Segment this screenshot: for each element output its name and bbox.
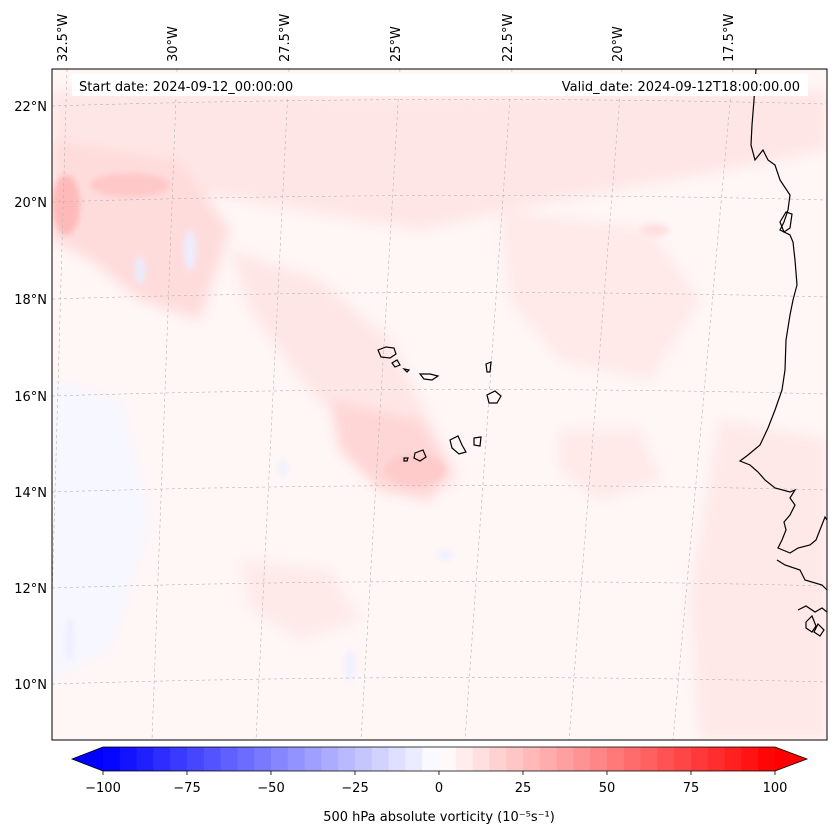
parallel-line bbox=[52, 99, 827, 107]
lon-label: 25°W bbox=[389, 26, 404, 62]
colorbar-high-extend bbox=[775, 747, 807, 771]
africa-coastline-south bbox=[776, 559, 827, 637]
colorbar-tick-label: −75 bbox=[173, 781, 200, 796]
parallel-line bbox=[52, 195, 827, 203]
parallel-line bbox=[52, 677, 827, 685]
meridian-line bbox=[255, 69, 290, 740]
lon-label: 20°W bbox=[611, 26, 626, 62]
colorbar-ticks bbox=[102, 771, 776, 775]
colorbar-low-extend bbox=[72, 747, 103, 771]
colorbar-tick-label: 100 bbox=[763, 781, 788, 796]
colorbar-bin bbox=[355, 747, 373, 771]
coastlines bbox=[377, 69, 827, 637]
meridian-line bbox=[151, 69, 178, 740]
colorbar-bin bbox=[489, 747, 507, 771]
lat-label: 12°N bbox=[14, 582, 47, 597]
colorbar-bin bbox=[153, 747, 171, 771]
colorbar-bin bbox=[623, 747, 642, 771]
graticule bbox=[52, 69, 827, 740]
map-panel: Start date: 2024-09-12_00:00:00 Valid_da… bbox=[14, 14, 828, 741]
colorbar: −100 −75 −50 −25 0 25 50 75 100 500 hPa … bbox=[70, 746, 809, 825]
colorbar-tick-labels: −100 −75 −50 −25 0 25 50 75 100 bbox=[85, 781, 787, 796]
colorbar-bin bbox=[388, 747, 406, 771]
colorbar-tick-label: −50 bbox=[257, 781, 284, 796]
meridian-line bbox=[360, 69, 401, 740]
lon-label: 27.5°W bbox=[278, 14, 293, 62]
colorbar-bin bbox=[220, 747, 238, 771]
date-header-band bbox=[72, 74, 808, 96]
meridian-line bbox=[672, 69, 734, 740]
colorbar-bin bbox=[304, 747, 322, 771]
colorbar-bin bbox=[539, 747, 558, 771]
colorbar-bin bbox=[422, 747, 440, 771]
lat-label: 20°N bbox=[14, 196, 47, 211]
colorbar-bin bbox=[607, 747, 625, 771]
colorbar-bin bbox=[321, 747, 339, 771]
coast-island-north bbox=[779, 211, 793, 233]
colorbar-bin bbox=[691, 747, 709, 771]
parallel-line bbox=[52, 581, 827, 589]
longitude-labels: 32.5°W 30°W 27.5°W 25°W 22.5°W 20°W 17.5… bbox=[56, 14, 737, 62]
lon-label: 22.5°W bbox=[501, 14, 516, 62]
colorbar-bin bbox=[405, 747, 423, 771]
colorbar-bins bbox=[103, 747, 776, 771]
lat-label: 16°N bbox=[14, 390, 47, 405]
colorbar-bin bbox=[657, 747, 675, 771]
colorbar-bin bbox=[187, 747, 205, 771]
parallel-line bbox=[52, 389, 827, 397]
colorbar-bin bbox=[254, 747, 272, 771]
colorbar-tick-label: 25 bbox=[515, 781, 532, 796]
colorbar-bin bbox=[523, 747, 541, 771]
colorbar-bin bbox=[103, 747, 121, 771]
colorbar-tick-label: 50 bbox=[599, 781, 616, 796]
lat-label: 10°N bbox=[14, 678, 47, 693]
colorbar-bin bbox=[472, 747, 490, 771]
colorbar-bin bbox=[287, 747, 306, 771]
colorbar-bin bbox=[590, 747, 608, 771]
lon-label: 17.5°W bbox=[722, 14, 737, 62]
colorbar-bin bbox=[573, 747, 591, 771]
colorbar-bin bbox=[203, 747, 222, 771]
latitude-labels: 22°N 20°N 18°N 16°N 14°N 12°N 10°N bbox=[14, 100, 47, 693]
colorbar-bin bbox=[439, 747, 457, 771]
meridian-line bbox=[568, 69, 623, 740]
lat-label: 14°N bbox=[14, 486, 47, 501]
africa-coastline bbox=[738, 69, 827, 554]
colorbar-bin bbox=[271, 747, 289, 771]
lat-label: 18°N bbox=[14, 293, 47, 308]
colorbar-bin bbox=[136, 747, 154, 771]
colorbar-bin bbox=[170, 747, 188, 771]
lon-label: 32.5°W bbox=[56, 14, 71, 62]
parallel-line bbox=[52, 485, 827, 493]
colorbar-bin bbox=[758, 747, 776, 771]
map-frame bbox=[51, 68, 828, 741]
cape-verde-islands bbox=[377, 346, 502, 462]
colorbar-bin bbox=[371, 747, 390, 771]
colorbar-bin bbox=[455, 747, 474, 771]
colorbar-bin bbox=[119, 747, 138, 771]
lat-label: 22°N bbox=[14, 100, 47, 115]
colorbar-bin bbox=[707, 747, 726, 771]
colorbar-tick-label: 0 bbox=[435, 781, 443, 796]
colorbar-bin bbox=[556, 747, 574, 771]
colorbar-bin bbox=[724, 747, 742, 771]
start-date-label: Start date: 2024-09-12_00:00:00 bbox=[79, 80, 293, 95]
colorbar-title: 500 hPa absolute vorticity (10⁻⁵s⁻¹) bbox=[323, 810, 555, 825]
colorbar-tick-label: −25 bbox=[341, 781, 368, 796]
valid-date-label: Valid_date: 2024-09-12T18:00:00.00 bbox=[562, 80, 800, 95]
colorbar-tick-label: −100 bbox=[85, 781, 121, 796]
colorbar-bin bbox=[674, 747, 692, 771]
colorbar-bin bbox=[506, 747, 524, 771]
colorbar-bin bbox=[741, 747, 759, 771]
colorbar-bin bbox=[338, 747, 356, 771]
parallel-line bbox=[52, 292, 827, 300]
colorbar-bin bbox=[237, 747, 255, 771]
vorticity-field bbox=[52, 90, 827, 740]
lon-label: 30°W bbox=[166, 26, 181, 62]
colorbar-tick-label: 75 bbox=[683, 781, 700, 796]
meridian-line bbox=[464, 69, 513, 740]
colorbar-bin bbox=[640, 747, 658, 771]
